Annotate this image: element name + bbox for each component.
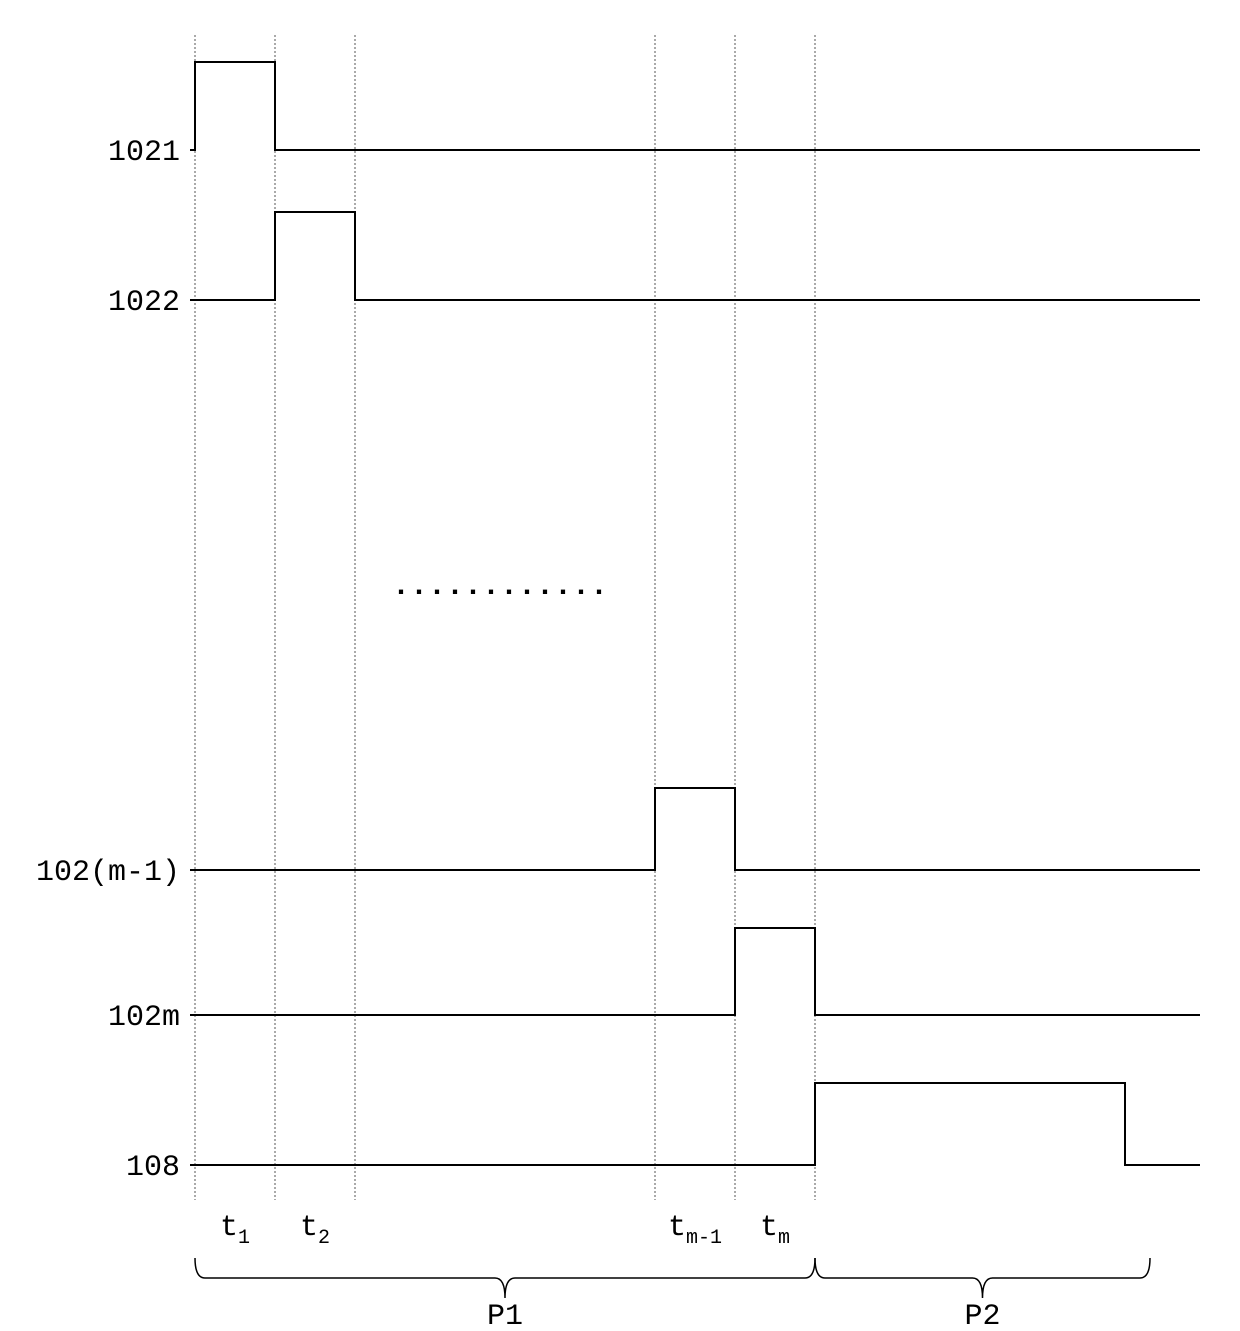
label-1022: 1022	[108, 286, 180, 320]
time-label-t2: t2	[300, 1211, 330, 1250]
brace-p2	[815, 1258, 1150, 1298]
signal-1021	[190, 62, 1200, 150]
brace-p1	[195, 1258, 815, 1298]
time-label-tm1: tm-1	[668, 1211, 722, 1250]
signal-108	[190, 1083, 1200, 1165]
signal-1022	[190, 212, 1200, 300]
time-label-tm: tm	[760, 1211, 790, 1250]
period-label-p1: P1	[487, 1300, 523, 1331]
label-108: 108	[126, 1151, 180, 1185]
ellipsis: ············	[392, 576, 608, 610]
label-1021: 1021	[108, 136, 180, 170]
label-102(m-1): 102(m-1)	[36, 856, 180, 890]
signal-102m	[190, 928, 1200, 1015]
time-label-t1: t1	[220, 1211, 250, 1250]
label-102m: 102m	[108, 1001, 180, 1035]
signal-102(m-1)	[190, 788, 1200, 870]
timing-diagram: 1021 1022 102(m-1) 102m 108 ············ t1 t2 t…	[0, 0, 1240, 1331]
period-label-p2: P2	[964, 1300, 1000, 1331]
